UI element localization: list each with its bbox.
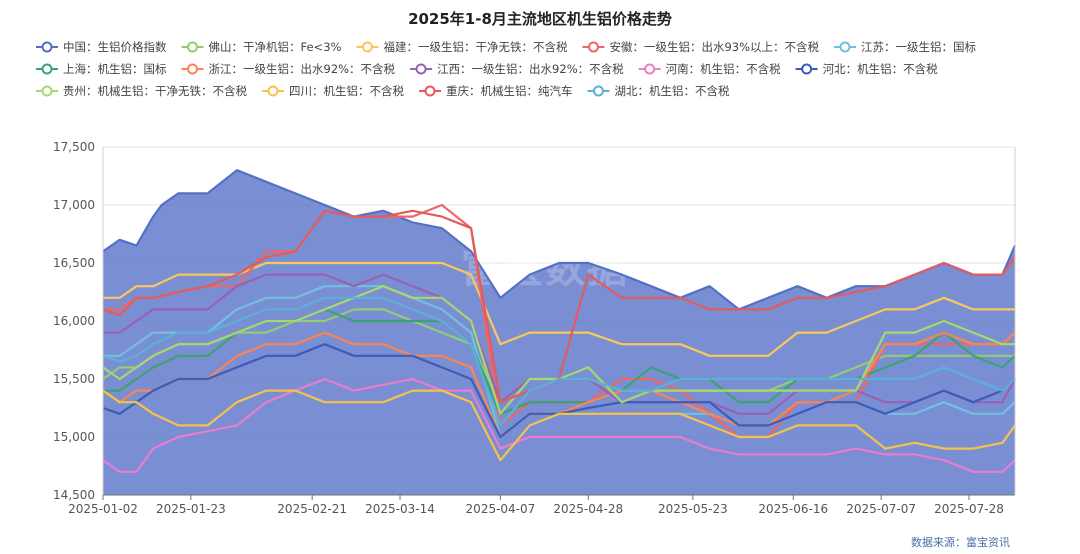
legend-item[interactable]: 安徽：一级生铝：出水93%以上：不含税 bbox=[582, 40, 820, 54]
x-tick-label: 2025-05-23 bbox=[658, 502, 728, 516]
series-line[interactable] bbox=[102, 343, 1016, 439]
y-tick-label: 15,000 bbox=[53, 430, 95, 444]
legend-swatch-marker bbox=[801, 63, 813, 75]
y-tick-label: 16,500 bbox=[53, 256, 95, 270]
series-line[interactable] bbox=[103, 261, 1015, 357]
legend-swatch-marker bbox=[593, 85, 604, 97]
x-tick-label: 2025-04-28 bbox=[553, 502, 623, 516]
legend-label: 佛山：干净机铝：Fe<3% bbox=[209, 40, 342, 54]
y-tick-label: 17,000 bbox=[53, 198, 95, 212]
legend-item[interactable]: 湖北：机生铝：不含税 bbox=[587, 84, 730, 98]
legend-swatch-marker bbox=[361, 41, 373, 53]
legend-swatch-marker bbox=[587, 41, 599, 53]
legend-swatch-marker bbox=[41, 63, 53, 75]
legend-swatch-marker bbox=[415, 63, 427, 75]
x-tick-label: 2025-04-07 bbox=[466, 502, 536, 516]
legend-swatch-marker bbox=[644, 63, 656, 75]
legend-label: 安徽：一级生铝：出水93%以上：不含税 bbox=[609, 40, 819, 54]
legend-item[interactable]: 重庆：机械生铝：纯汽车 bbox=[419, 84, 573, 98]
legend-swatch-marker bbox=[41, 85, 53, 97]
x-tick-label: 2025-01-23 bbox=[156, 502, 226, 516]
legend-swatch-marker bbox=[267, 85, 279, 97]
x-tick-label: 2025-07-07 bbox=[846, 502, 916, 516]
chart-axes: 14,500 15,000 15,500 16,000 16,500 17,000 17,5… bbox=[53, 140, 1016, 516]
legend-item[interactable]: 中国：生铝价格指数 bbox=[36, 40, 167, 54]
y-tick-label: 17,500 bbox=[53, 140, 95, 154]
y-tick-label: 14,500 bbox=[53, 488, 95, 502]
legend-item[interactable]: 江苏：一级生铝：国标 bbox=[834, 40, 976, 54]
series-line[interactable] bbox=[102, 389, 1016, 462]
legend-item[interactable]: 上海：机生铝：国标 bbox=[36, 62, 167, 76]
legend-item[interactable]: 江西：一级生铝：出水92%：不含税 bbox=[410, 62, 624, 76]
series-line[interactable] bbox=[102, 285, 1015, 415]
legend-swatch-marker bbox=[839, 41, 851, 53]
lines-layer bbox=[102, 169, 1017, 473]
legend-label: 江苏：一级生铝：国标 bbox=[861, 40, 976, 54]
x-tick-label: 2025-02-21 bbox=[277, 502, 347, 516]
x-tick-label: 2025-06-16 bbox=[758, 502, 828, 516]
x-tick-label: 2025-01-02 bbox=[68, 502, 138, 516]
legend-label: 福建：一级生铝：干净无铁：不含税 bbox=[383, 40, 567, 54]
legend-item[interactable]: 浙江：一级生铝：出水92%：不含税 bbox=[181, 62, 396, 76]
legend-item[interactable]: 河北：机生铝：不含税 bbox=[795, 62, 938, 76]
legend-label: 重庆：机械生铝：纯汽车 bbox=[446, 84, 573, 98]
series-line[interactable] bbox=[103, 308, 1016, 415]
legend-item[interactable]: 福建：一级生铝：干净无铁：不含税 bbox=[356, 40, 568, 54]
legend-label: 四川：机生铝：不含税 bbox=[289, 84, 404, 98]
legend-item[interactable]: 河南：机生铝：不含税 bbox=[638, 62, 781, 76]
legend-label: 浙江：一级生铝：出水92%：不含税 bbox=[209, 62, 396, 76]
legend-item[interactable]: 四川：机生铝：不含税 bbox=[262, 84, 404, 98]
legend-swatch-marker bbox=[187, 41, 198, 53]
y-tick-label: 16,000 bbox=[53, 314, 95, 328]
legend-swatch-marker bbox=[424, 85, 436, 97]
legend-swatch-marker bbox=[187, 63, 198, 75]
chart-legend: 中国：生铝价格指数 佛山：干净机铝：Fe<3% 福建：一级生铝：干净无铁：不含税 安徽… bbox=[36, 40, 976, 98]
source-note: 数据来源：富宝资讯 bbox=[911, 535, 1010, 549]
legend-label: 河北：机生铝：不含税 bbox=[823, 62, 938, 76]
legend-label: 中国：生铝价格指数 bbox=[63, 40, 167, 54]
series-line[interactable] bbox=[102, 169, 1017, 311]
x-tick-label: 2025-03-14 bbox=[365, 502, 435, 516]
y-tick-label: 15,500 bbox=[53, 372, 95, 386]
chart-title: 2025年1-8月主流地区机生铝价格走势 bbox=[408, 10, 672, 28]
legend-label: 河南：机生铝：不含税 bbox=[666, 62, 781, 76]
legend-item[interactable]: 佛山：干净机铝：Fe<3% bbox=[181, 40, 342, 54]
series-line[interactable] bbox=[102, 296, 1016, 427]
legend-label: 上海：机生铝：国标 bbox=[63, 62, 167, 76]
legend-item[interactable]: 贵州：机械生铝：干净无铁：不含税 bbox=[36, 84, 247, 98]
x-tick-label: 2025-07-28 bbox=[934, 502, 1004, 516]
legend-label: 湖北：机生铝：不含税 bbox=[615, 84, 730, 98]
series-line[interactable] bbox=[102, 377, 1016, 473]
legend-swatch-marker bbox=[41, 41, 53, 53]
legend-label: 江西：一级生铝：出水92%：不含税 bbox=[437, 62, 624, 76]
legend-label: 贵州：机械生铝：干净无铁：不含税 bbox=[63, 84, 247, 98]
